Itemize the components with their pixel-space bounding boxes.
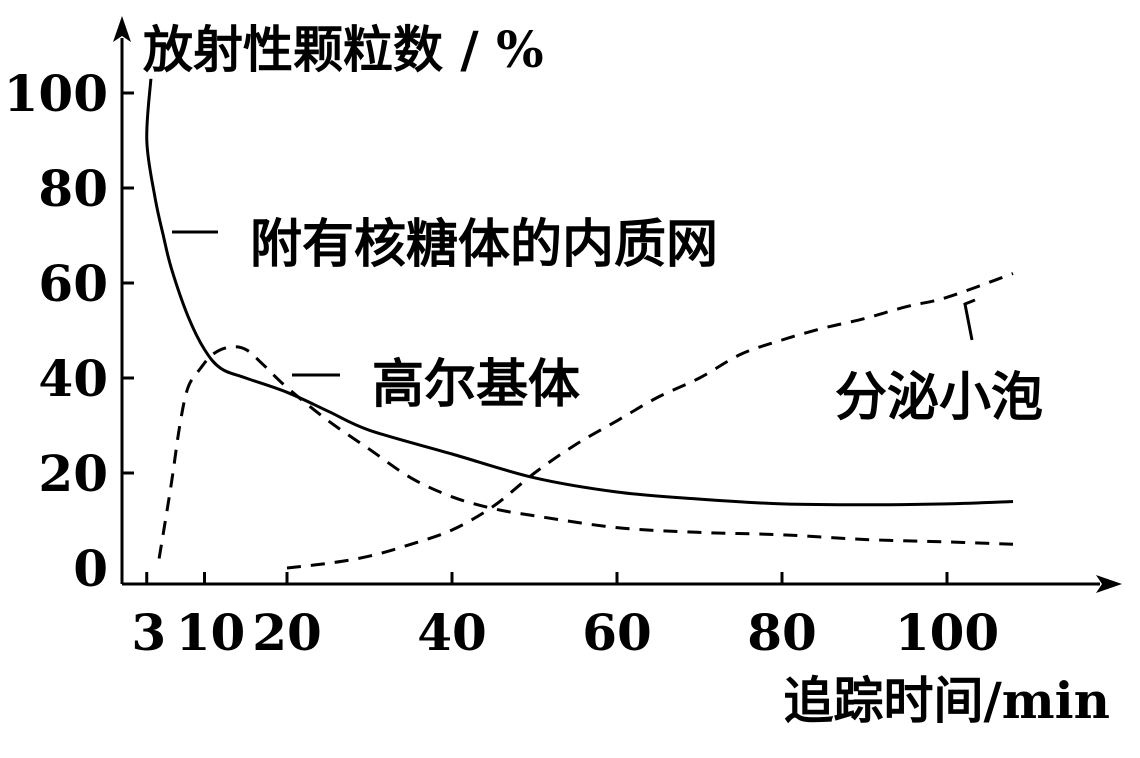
x-axis-arrow	[1096, 575, 1122, 593]
x-tick-label: 3	[131, 603, 166, 662]
golgi-series-label: 高尔基体	[372, 354, 580, 415]
x-tick-label: 100	[895, 603, 999, 662]
golgi-series-line	[157, 345, 1014, 559]
y-tick-label: 20	[38, 444, 108, 503]
y-tick-label: 60	[38, 254, 108, 313]
x-tick-label: 60	[582, 603, 652, 662]
x-tick-label: 40	[417, 603, 487, 662]
x-tick-label: 10	[176, 603, 246, 662]
y-tick-label: 40	[38, 349, 108, 408]
y-tick-label: 80	[38, 159, 108, 218]
vesicle-series-line	[286, 272, 1014, 570]
x-axis-title: 追踪时间/min	[783, 671, 1110, 730]
series-lines	[145, 78, 1014, 570]
er-series-line	[145, 78, 1014, 507]
vesicle-series-label: 分泌小泡	[835, 367, 1043, 428]
er-series-label: 附有核糖体的内质网	[250, 214, 718, 275]
y-tick-label: 100	[4, 64, 108, 123]
y-axis-arrow	[113, 16, 131, 42]
y-axis-title: 放射性颗粒数 / %	[143, 20, 544, 79]
y-tick-label: 0	[73, 539, 108, 598]
vesicle-leader-line	[963, 298, 976, 341]
x-tick-label: 20	[252, 603, 322, 662]
x-tick-label: 80	[747, 603, 817, 662]
